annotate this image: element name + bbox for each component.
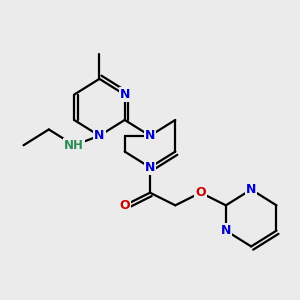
Text: NH: NH xyxy=(64,139,84,152)
Text: N: N xyxy=(119,88,130,101)
Text: N: N xyxy=(145,161,155,174)
Text: N: N xyxy=(145,129,155,142)
Text: N: N xyxy=(246,183,256,196)
Text: N: N xyxy=(94,129,105,142)
Text: O: O xyxy=(119,199,130,212)
Text: N: N xyxy=(221,224,231,237)
Text: O: O xyxy=(195,186,206,199)
